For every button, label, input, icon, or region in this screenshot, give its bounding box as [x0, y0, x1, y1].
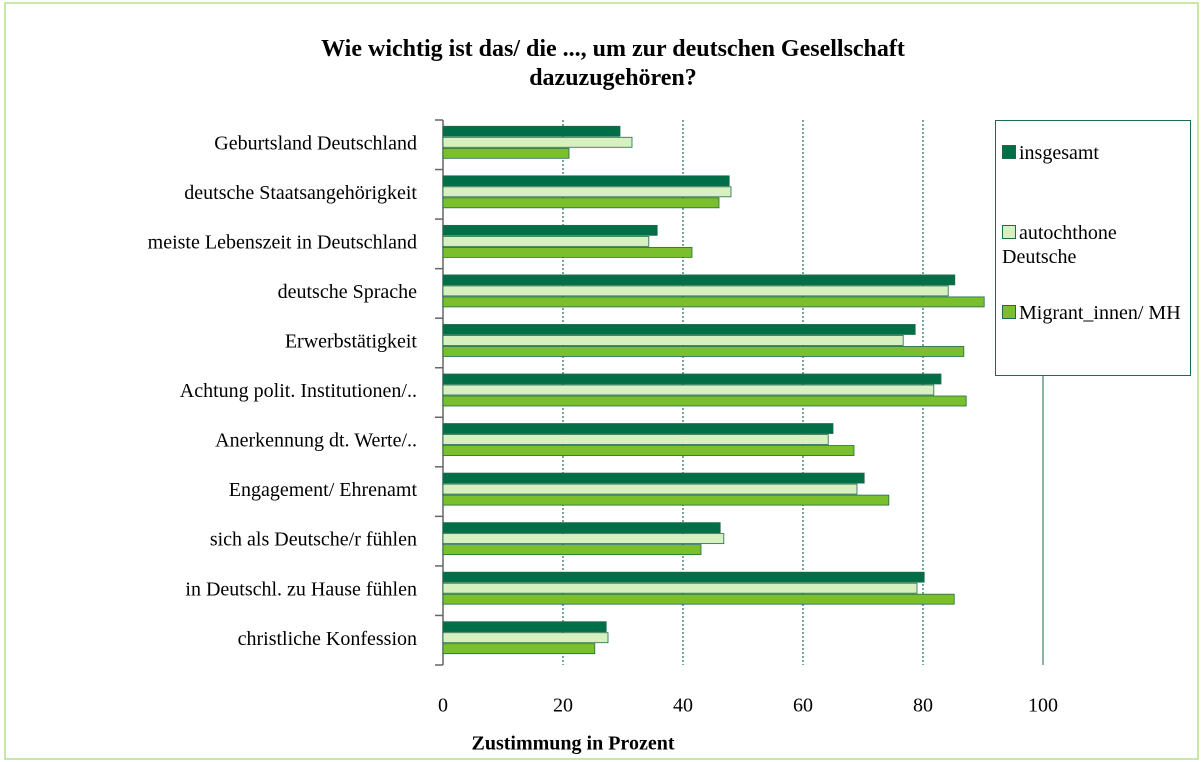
bar	[442, 296, 985, 308]
bar	[442, 346, 965, 357]
legend-swatch	[1002, 225, 1016, 239]
legend-swatch	[1002, 145, 1016, 159]
bar	[442, 434, 829, 445]
bar	[442, 522, 721, 534]
bar	[442, 593, 955, 605]
bar	[442, 373, 942, 385]
bar	[442, 395, 967, 407]
legend: insgesamt autochthone Deutsche Migrant_inn…	[995, 120, 1191, 376]
y-tick-label: Engagement/ Ehrenamt	[229, 479, 418, 501]
y-tick-label: deutsche Staatsangehörigkeit	[184, 182, 417, 204]
bar	[442, 147, 570, 159]
y-tick-label: in Deutschl. zu Hause fühlen	[185, 578, 417, 600]
x-axis-label: Zustimmung in Prozent	[472, 733, 675, 755]
bar	[442, 235, 650, 247]
x-tick-label: 80	[913, 695, 933, 717]
y-tick-label: christliche Konfession	[238, 628, 417, 650]
bar	[442, 224, 658, 236]
bar	[442, 632, 609, 644]
bar	[442, 643, 596, 655]
bar	[442, 582, 918, 594]
bar	[442, 335, 904, 346]
bar	[442, 197, 720, 209]
bar	[442, 285, 949, 297]
legend-swatch	[1002, 305, 1016, 319]
chart-title: Wie wichtig ist das/ die ..., um zur deu…	[321, 36, 905, 91]
bar	[442, 125, 621, 137]
bar	[442, 423, 834, 434]
y-tick-label: Erwerbstätigkeit	[285, 331, 418, 353]
y-tick-label: Anerkennung dt. Werte/..	[215, 430, 417, 452]
bar	[442, 533, 725, 545]
bar	[442, 384, 935, 396]
legend-label: autochthone Deutsche	[1002, 222, 1117, 268]
y-tick-label: deutsche Sprache	[278, 281, 418, 303]
frame	[4, 2, 1199, 760]
bar	[442, 621, 607, 633]
bar	[442, 472, 865, 484]
bar	[442, 494, 890, 506]
x-tick-label: 20	[553, 695, 573, 717]
bar	[442, 136, 633, 148]
bar	[442, 274, 956, 286]
bar	[442, 445, 855, 456]
legend-item: autochthone Deutsche	[1002, 221, 1182, 269]
x-tick-label: 100	[1028, 695, 1058, 717]
bar	[442, 571, 925, 583]
y-tick-label: meiste Lebenszeit in Deutschland	[148, 231, 417, 253]
legend-item: insgesamt	[1002, 141, 1182, 165]
bar	[442, 175, 730, 187]
bar	[442, 186, 732, 198]
x-tick-label: 40	[673, 695, 693, 717]
bar	[442, 324, 916, 335]
bar	[442, 544, 702, 556]
bar	[442, 483, 858, 495]
y-tick-label: Achtung polit. Institutionen/..	[180, 380, 417, 402]
x-tick-label: 0	[438, 695, 448, 717]
y-tick-label: sich als Deutsche/r fühlen	[210, 529, 417, 551]
legend-label: Migrant_innen/ MH	[1019, 302, 1181, 324]
legend-label: insgesamt	[1019, 142, 1099, 164]
bar	[442, 246, 693, 258]
legend-item: Migrant_innen/ MH	[1002, 301, 1182, 325]
x-tick-label: 60	[793, 695, 813, 717]
y-tick-label: Geburtsland Deutschland	[214, 132, 417, 154]
